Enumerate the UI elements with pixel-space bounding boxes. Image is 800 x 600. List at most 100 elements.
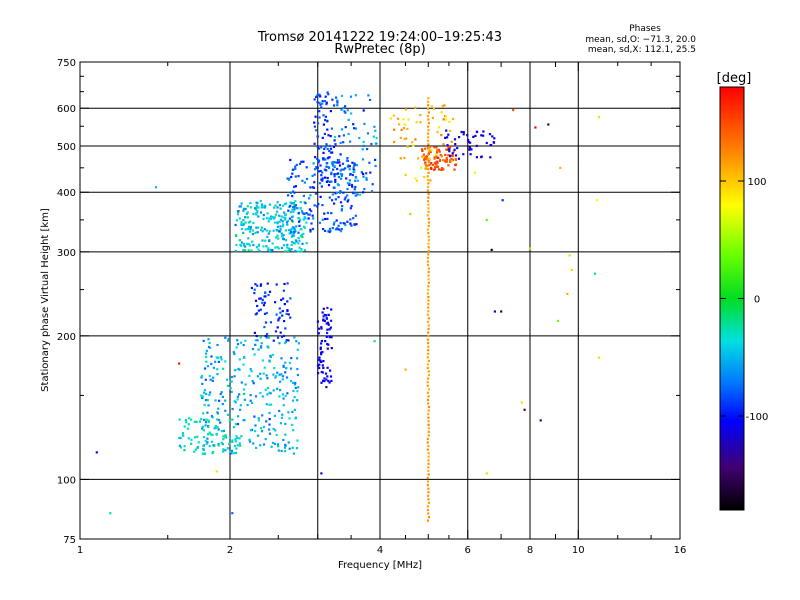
data-point (341, 162, 345, 165)
data-point (366, 148, 369, 151)
data-point (282, 223, 285, 226)
data-point (427, 491, 430, 494)
data-point (303, 249, 307, 252)
data-point (328, 381, 331, 384)
data-point (324, 158, 327, 161)
data-point (348, 182, 351, 185)
data-point (374, 164, 377, 168)
data-point (268, 239, 271, 242)
data-point (321, 136, 324, 139)
data-point (267, 247, 270, 250)
data-point (366, 132, 370, 135)
data-point (247, 249, 250, 252)
y-tick-label: 600 (57, 104, 76, 115)
data-point (252, 213, 255, 216)
data-point (277, 445, 280, 448)
data-point (367, 94, 370, 97)
data-point (216, 418, 219, 421)
data-point (352, 167, 355, 171)
data-point (235, 435, 238, 438)
data-point (354, 185, 357, 189)
data-point (442, 168, 445, 171)
data-point (427, 469, 430, 472)
data-point (240, 241, 244, 244)
data-point (338, 191, 342, 194)
data-point (371, 183, 374, 186)
data-point (319, 346, 322, 349)
data-point (326, 347, 329, 350)
data-point (260, 430, 264, 433)
data-point (445, 158, 448, 161)
data-point (368, 161, 371, 164)
data-point (482, 134, 485, 137)
data-point (353, 191, 356, 194)
data-point (277, 247, 280, 250)
data-point (231, 440, 234, 443)
data-point (322, 151, 325, 154)
data-point (276, 387, 279, 390)
data-point (441, 105, 444, 108)
data-point (240, 227, 244, 231)
data-point (448, 120, 451, 123)
data-point (217, 407, 220, 410)
data-point (216, 426, 219, 429)
data-point (446, 136, 449, 139)
data-point (326, 162, 329, 165)
data-point (428, 163, 431, 166)
data-point (292, 452, 295, 455)
data-point (329, 375, 333, 378)
data-point (351, 185, 354, 188)
data-point (260, 342, 263, 345)
data-point (239, 408, 242, 411)
data-point (330, 379, 333, 382)
data-point (204, 439, 207, 443)
data-point (211, 416, 214, 419)
data-point (293, 226, 296, 229)
data-point (462, 153, 465, 156)
data-point (389, 117, 392, 120)
data-point (291, 172, 294, 175)
data-point (272, 389, 275, 392)
data-point (350, 112, 353, 115)
data-point (307, 213, 310, 216)
data-point (279, 228, 282, 231)
data-point (456, 147, 459, 150)
data-point (342, 106, 345, 110)
data-point (259, 297, 262, 300)
data-point (426, 356, 429, 359)
data-point (450, 158, 453, 161)
data-point (427, 221, 431, 224)
data-point (473, 171, 476, 174)
data-point (203, 367, 207, 370)
data-point (256, 339, 259, 342)
data-point (335, 191, 338, 194)
data-point (325, 101, 328, 104)
data-point (409, 213, 412, 216)
data-point (597, 116, 601, 119)
data-point (291, 226, 294, 229)
data-point (268, 230, 271, 233)
data-point (316, 101, 319, 104)
data-point (447, 164, 450, 167)
data-point (351, 173, 354, 177)
data-point (265, 245, 268, 248)
data-point (226, 413, 229, 416)
data-point (249, 399, 252, 402)
data-point (291, 190, 295, 193)
data-point (231, 439, 234, 442)
data-point (261, 414, 264, 417)
data-point (290, 228, 293, 231)
data-point (219, 421, 222, 424)
data-point (485, 218, 488, 222)
data-point (95, 451, 98, 454)
data-point (323, 100, 326, 103)
data-point (201, 396, 204, 400)
data-point (196, 435, 199, 438)
data-point (236, 398, 239, 401)
data-point (547, 123, 550, 126)
data-point (444, 115, 447, 118)
data-point (427, 295, 430, 299)
data-point (288, 217, 291, 220)
data-point (534, 126, 537, 129)
data-point (318, 356, 321, 359)
